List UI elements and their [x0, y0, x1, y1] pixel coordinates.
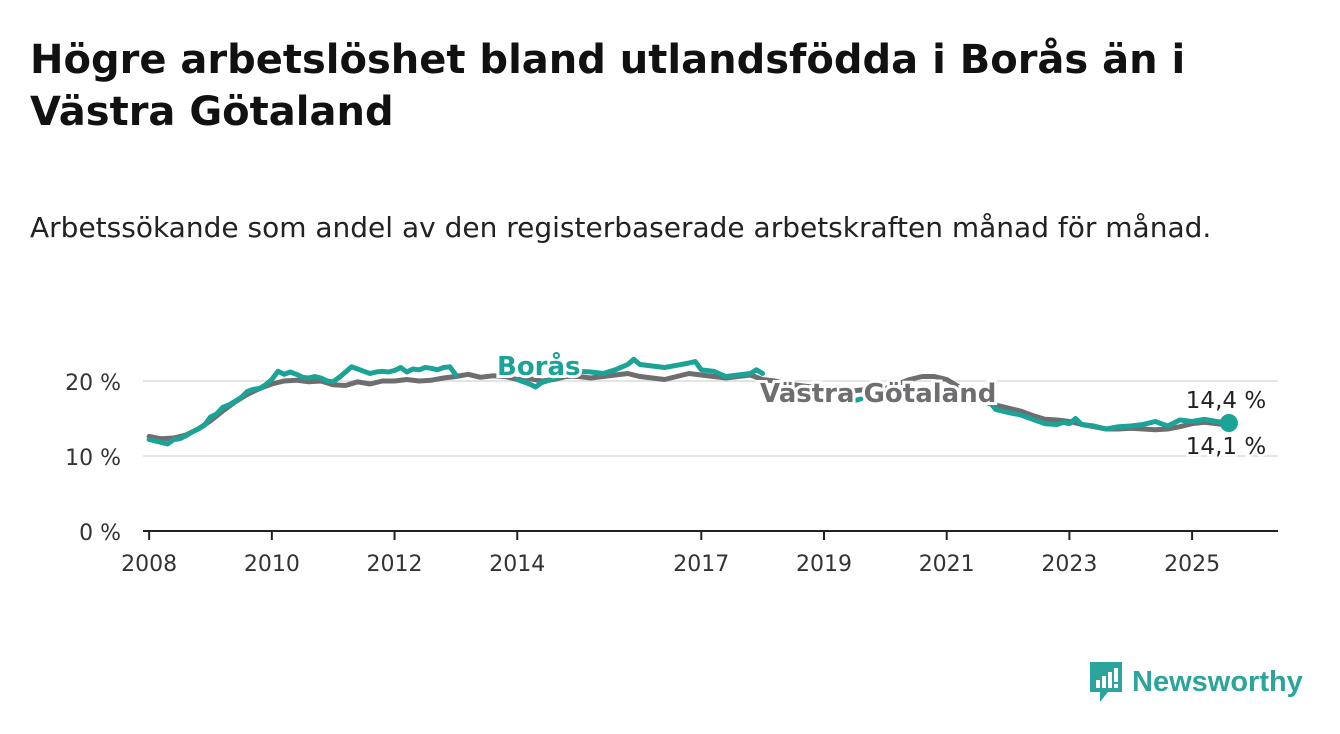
- x-tick-label: 2021: [919, 552, 975, 577]
- x-tick-label: 2010: [244, 552, 300, 577]
- chart-title: Högre arbetslöshet bland utlandsfödda i …: [30, 37, 1186, 135]
- brand-name: Newsworthy: [1132, 665, 1303, 698]
- end-point-marker: [1219, 414, 1238, 432]
- x-tick-label: 2023: [1041, 552, 1097, 577]
- end-value-label-boras: 14,4 %: [1186, 388, 1266, 414]
- newsworthy-logo: Newsworthy: [1088, 660, 1303, 704]
- x-tick-label: 2008: [121, 552, 177, 577]
- x-tick-label: 2025: [1164, 552, 1220, 577]
- series-line-boras: [846, 396, 864, 405]
- y-tick-label: 0 %: [79, 521, 121, 546]
- series-line-vastra-gotaland: [146, 371, 1232, 442]
- x-tick-label: 2017: [673, 552, 729, 577]
- series-line-boras: [146, 364, 459, 447]
- series-line-boras: [931, 396, 950, 405]
- y-tick-label: 20 %: [65, 371, 121, 396]
- series-line-boras: [987, 399, 1232, 432]
- end-value-label-vastra-gotaland: 14,1 %: [1186, 434, 1266, 460]
- chart-subtitle: Arbetssökande som andel av den registerb…: [30, 211, 1212, 244]
- x-tick-label: 2014: [489, 552, 545, 577]
- series-label-vastra-gotaland: Västra Götaland: [760, 379, 996, 409]
- series-label-boras: Borås: [497, 350, 581, 382]
- x-tick-label: 2019: [796, 552, 852, 577]
- series-line-boras: [514, 356, 766, 390]
- y-tick-label: 10 %: [65, 446, 121, 471]
- newsworthy-chart-icon: [1090, 662, 1122, 702]
- line-chart: 0 % 10 % 20 % 2008 2010 2012 2014 2017 2019 2021 2…: [65, 347, 1278, 577]
- x-tick-label: 2012: [367, 552, 423, 577]
